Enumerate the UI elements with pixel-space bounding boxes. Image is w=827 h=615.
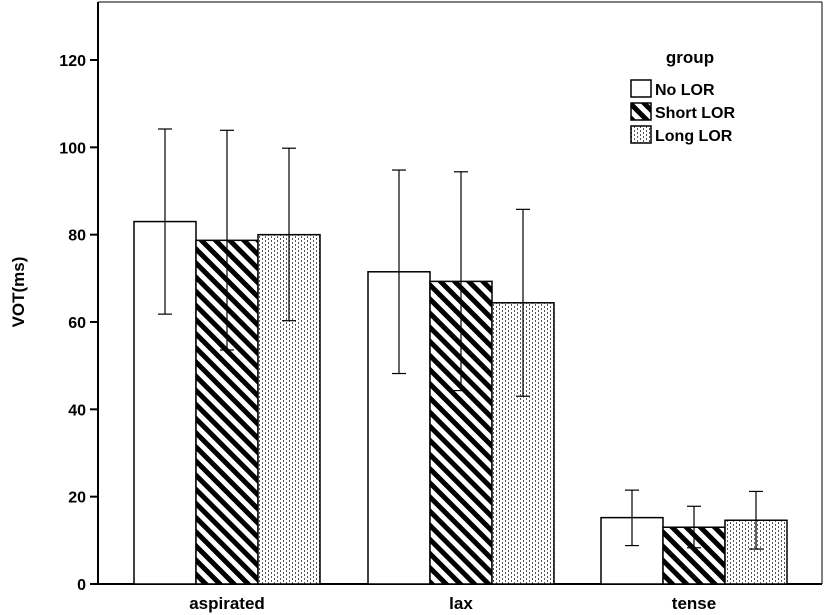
y-axis-title: VOT(ms) (9, 257, 28, 328)
x-tick-label-tense: tense (672, 594, 716, 613)
x-axis-labels: aspirated lax tense (189, 594, 716, 613)
legend-swatch-long-lor (630, 125, 652, 144)
legend-title: group (666, 48, 714, 67)
x-tick-label-lax: lax (449, 594, 473, 613)
y-tick-label-0: 0 (77, 577, 86, 594)
y-axis: 0 20 40 60 80 100 120 (59, 53, 98, 594)
y-tick-label-20: 20 (68, 490, 86, 507)
legend-swatch-short-lor (630, 102, 652, 121)
legend-label-no-lor: No LOR (655, 82, 715, 99)
y-tick-label-60: 60 (68, 315, 86, 332)
bars-group (133, 128, 788, 585)
y-tick-label-40: 40 (68, 402, 86, 419)
legend-label-short-lor: Short LOR (655, 105, 735, 122)
y-tick-label-80: 80 (68, 228, 86, 245)
y-tick-label-120: 120 (59, 53, 86, 70)
legend-swatch-no-lor (630, 79, 652, 98)
x-tick-label-aspirated: aspirated (189, 594, 265, 613)
legend-label-long-lor: Long LOR (655, 128, 733, 145)
y-tick-label-100: 100 (59, 140, 86, 157)
legend: group No LOR Short LOR Long LOR (630, 48, 735, 145)
